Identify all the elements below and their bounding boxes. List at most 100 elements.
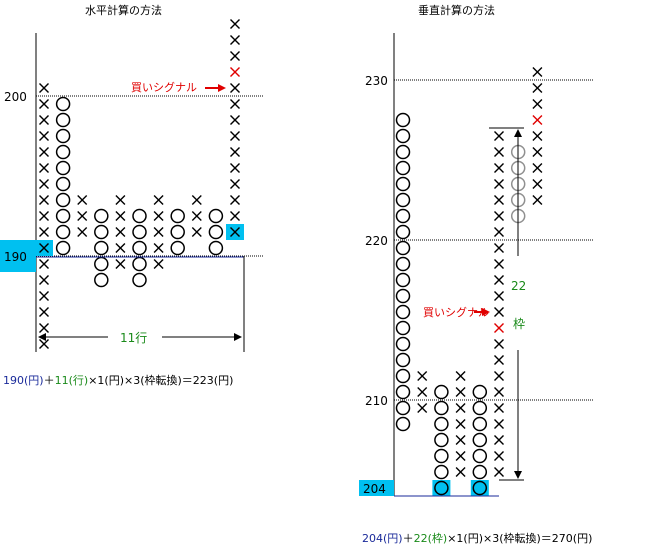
left-o-mark [94,224,109,240]
left-x-mark [230,67,240,77]
vertical-method-panel: 垂直計算の方法 230 220 210 204 買いシグナル 22 枠 [359,3,594,497]
right-o-mark [434,432,449,448]
left-o-mark [94,256,109,272]
right-x-mark [494,387,504,397]
left-x-mark [39,291,49,301]
right-o-mark [472,432,488,448]
left-count-arrow-right [234,333,242,341]
right-o-mark [395,368,411,384]
left-o-mark [55,144,71,160]
right-buy-signal-label: 買いシグナル [423,305,489,319]
left-tick-200: 200 [4,90,27,104]
right-x-mark [494,227,504,237]
right-o-mark [472,464,488,480]
left-o-mark [55,96,71,112]
left-o-mark [132,208,147,224]
right-x-mark [494,451,504,461]
right-x-mark [494,243,504,253]
right-o-mark [395,224,411,240]
left-o-mark [208,240,224,256]
left-x-mark [115,195,126,205]
left-x-mark [39,195,49,205]
right-x-mark [532,83,543,93]
left-o-mark [132,272,147,288]
right-x-mark [494,371,504,381]
right-o-mark [395,112,411,128]
left-x-mark [39,211,49,221]
right-o-mark [395,256,411,272]
horizontal-method-panel: 水平計算の方法 200 190 買いシグナル 11行 [0,3,264,352]
right-count-arrow-down [514,471,522,479]
left-o-mark [208,208,224,224]
right-o-mark [395,160,411,176]
left-o-mark [55,224,71,240]
left-x-mark [230,179,240,189]
right-x-mark [532,195,543,205]
right-o-mark [434,416,449,432]
right-x-mark [494,435,504,445]
left-x-mark [230,83,240,93]
right-o-mark [395,192,411,208]
left-buy-signal-arrowhead [218,84,226,92]
left-o-mark [170,208,185,224]
right-x-mark [494,147,504,157]
right-x-mark [494,275,504,285]
right-o-mark [395,176,411,192]
right-x-mark [494,419,504,429]
left-x-mark [39,339,49,349]
left-x-mark [153,211,164,221]
left-o-mark [55,160,71,176]
left-formula-base: 190(円) [3,374,44,387]
left-count-label: 11行 [120,331,147,345]
right-formula-base: 204(円) [362,532,403,545]
left-x-mark [77,211,88,221]
right-formula-count: 22(枠) [413,532,448,545]
right-o-mark [395,336,411,352]
left-formula-plus: ＋ [43,374,55,387]
left-x-mark [39,163,49,173]
left-x-mark [39,179,49,189]
left-x-mark [115,243,126,253]
right-x-mark [494,179,504,189]
right-o-mark [434,448,449,464]
right-price-highlight [359,480,394,496]
right-o-mark [395,352,411,368]
left-o-mark [55,176,71,192]
right-formula-plus: ＋ [402,532,414,545]
left-o-mark [208,224,224,240]
right-x-mark [494,339,504,349]
right-buy-signal-arrowhead [482,308,490,316]
left-x-mark [230,195,240,205]
right-x-mark [532,147,543,157]
right-o-mark [395,288,411,304]
right-o-mark [395,272,411,288]
left-x-mark [77,195,88,205]
right-x-mark [494,211,504,221]
right-x-mark [494,195,504,205]
right-o-mark [395,416,411,432]
left-x-mark [191,195,202,205]
left-x-mark [39,243,49,253]
right-x-mark [417,387,428,397]
right-x-mark [494,403,504,413]
left-o-mark [55,240,71,256]
left-x-mark [153,243,164,253]
right-count-unit: 枠 [513,317,525,331]
left-o-mark [170,224,185,240]
right-x-mark [494,131,504,141]
left-x-mark [230,147,240,157]
left-o-mark [94,272,109,288]
vertical-method-title: 垂直計算の方法 [418,3,495,17]
right-o-mark [395,400,411,416]
left-x-mark [153,227,164,237]
right-x-mark [532,67,543,77]
right-x-mark [494,355,504,365]
right-x-mark [494,163,504,173]
left-o-mark [55,128,71,144]
right-x-mark [455,451,466,461]
right-tick-230: 230 [365,74,388,88]
left-buy-signal-label: 買いシグナル [131,80,197,94]
right-formula-rest: ×1(円)×3(枠転換)＝270(円) [447,532,593,545]
left-x-mark [115,227,126,237]
horizontal-method-title: 水平計算の方法 [85,3,162,17]
